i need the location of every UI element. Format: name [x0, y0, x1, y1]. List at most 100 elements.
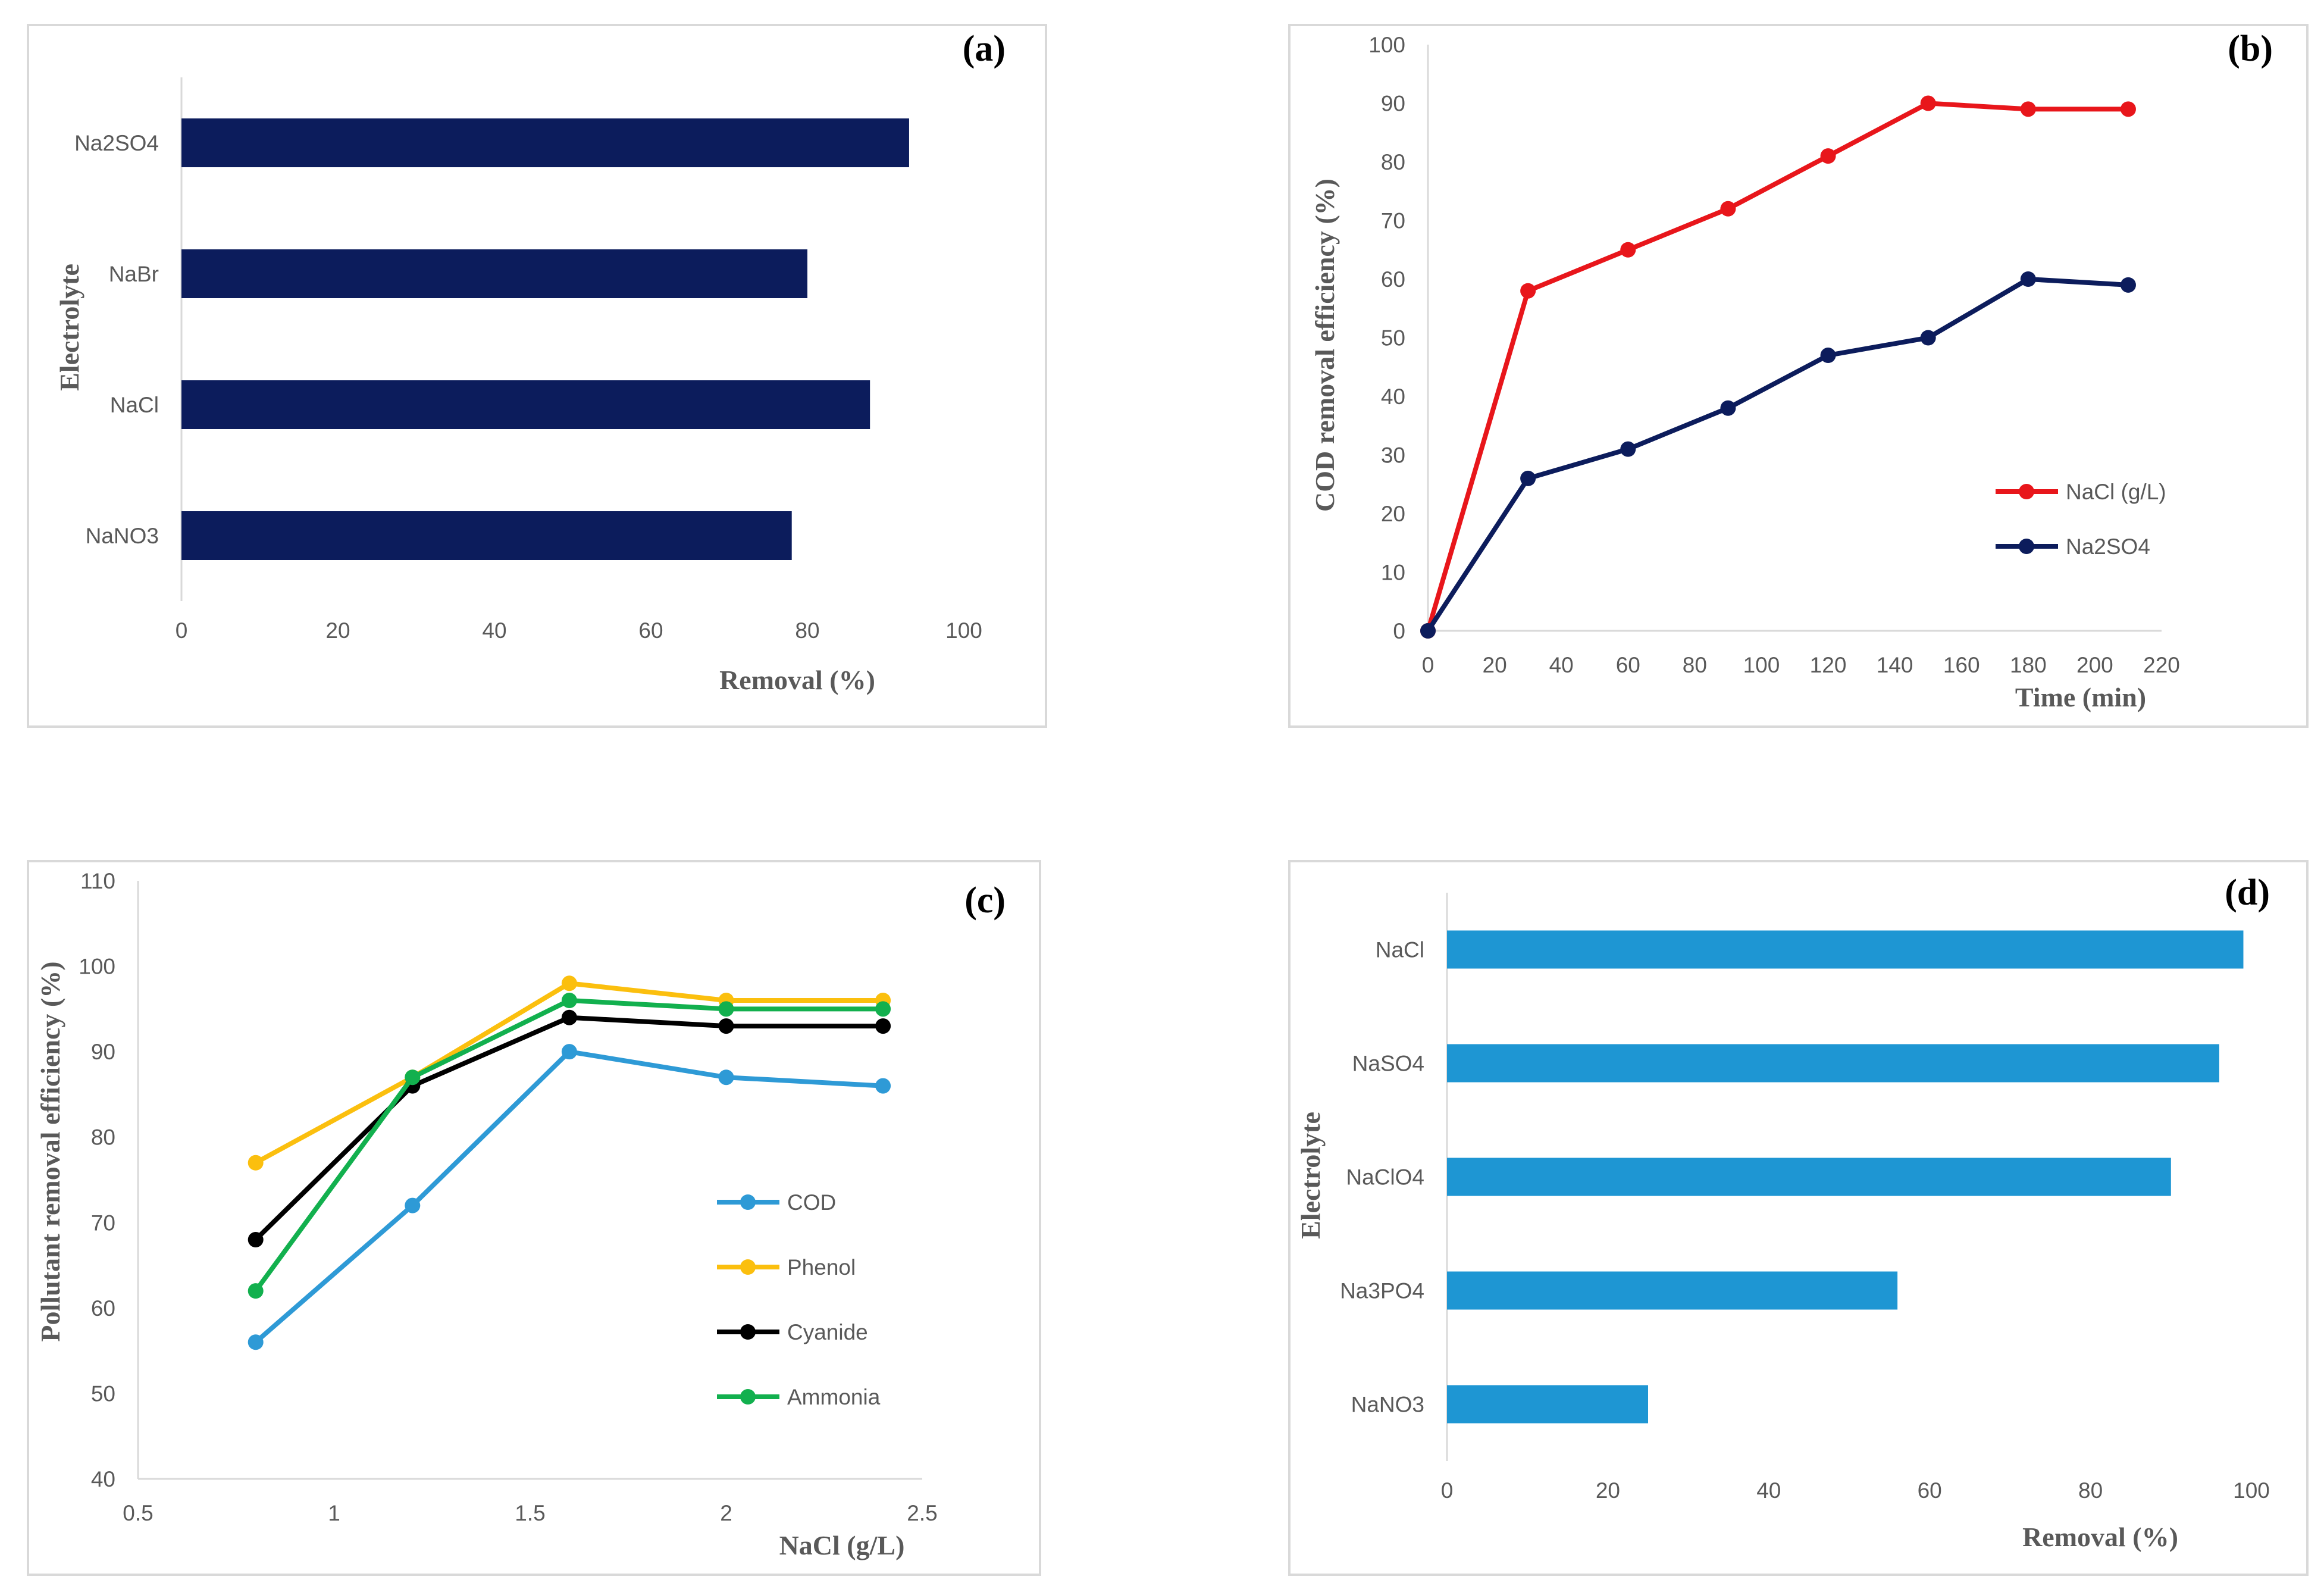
chart-c-legend-label: COD	[787, 1190, 836, 1215]
chart-d-x-tick-label: 80	[2078, 1478, 2103, 1503]
chart-c-data-point	[718, 1018, 734, 1034]
chart-b-x-tick-label: 40	[1549, 653, 1574, 677]
chart-c-data-point	[405, 1069, 421, 1086]
chart-c-y-tick-label: 80	[91, 1125, 115, 1150]
chart-b-data-point	[1420, 623, 1436, 639]
chart-c-data-point	[248, 1232, 264, 1247]
chart-b-data-point	[2020, 101, 2036, 117]
chart-d-x-tick-label: 20	[1596, 1478, 1620, 1503]
chart-d-x-tick-label: 100	[2233, 1478, 2270, 1503]
chart-d-bar	[1447, 1158, 2171, 1196]
chart-d-category-label: NaClO4	[1346, 1165, 1424, 1190]
chart-b-y-tick-label: 0	[1393, 619, 1405, 643]
chart-c-y-tick-label: 60	[91, 1296, 115, 1321]
chart-b-series-line	[1426, 277, 2129, 633]
chart-b-x-tick-label: 160	[1943, 653, 1980, 677]
chart-c-data-point	[718, 1069, 734, 1086]
chart-a-bar	[181, 511, 792, 560]
chart-a-x-tick-label: 80	[795, 618, 819, 643]
chart-a-x-tick-label: 100	[945, 618, 982, 643]
chart-b-y-tick-label: 90	[1381, 92, 1405, 116]
chart-a-x-tick-label: 60	[638, 618, 663, 643]
chart-c-data-point	[875, 1001, 891, 1017]
chart-b-x-tick-label: 80	[1683, 653, 1707, 677]
chart-d-bar	[1447, 1271, 1898, 1310]
chart-b-data-point	[1620, 441, 1636, 457]
chart-a-bar	[181, 380, 870, 429]
chart-b-y-tick-label: 10	[1381, 561, 1405, 585]
chart-c-x-tick-label: 2	[720, 1501, 732, 1525]
chart-c-data-point	[561, 1009, 577, 1025]
chart-c-y-tick-label: 110	[80, 869, 115, 893]
chart-c-data-point	[718, 1001, 734, 1017]
chart-b-y-tick-label: 30	[1381, 443, 1405, 468]
chart-d-x-tick-label: 40	[1756, 1478, 1781, 1503]
chart-c-legend-label: Ammonia	[787, 1385, 881, 1409]
chart-b-data-point	[1920, 330, 1936, 346]
chart-b-y-tick-label: 50	[1381, 326, 1405, 351]
chart-b-x-tick-label: 200	[2076, 653, 2113, 677]
chart-b-y-tick-label: 60	[1381, 267, 1405, 292]
chart-b-data-point	[1520, 283, 1536, 299]
chart-b-legend-marker	[2019, 539, 2034, 554]
chart-c-data-point	[875, 1078, 891, 1094]
chart-c-x-tick-label: 1.5	[515, 1501, 545, 1525]
chart-a-x-tick-label: 40	[482, 618, 506, 643]
chart-c-y-axis-title: Pollutant removal efficiency (%)	[35, 961, 65, 1341]
chart-c-data-point	[561, 993, 577, 1008]
chart-c-legend-label: Cyanide	[787, 1320, 868, 1344]
chart-b-x-axis-title: Time (min)	[2015, 682, 2146, 712]
chart-a-category-label: NaCl	[110, 393, 159, 417]
chart-a-category-label: NaNO3	[86, 524, 159, 548]
chart-a-panel-label: (a)	[963, 29, 1006, 69]
chart-c-panel-label: (c)	[964, 880, 1006, 921]
chart-c-y-tick-label: 70	[91, 1210, 115, 1235]
chart-b-legend-label: NaCl (g/L)	[2066, 480, 2166, 504]
chart-d-category-label: NaNO3	[1351, 1393, 1424, 1417]
panel-c	[27, 860, 1041, 1576]
chart-b-data-point	[1720, 201, 1736, 217]
chart-c-x-axis-title: NaCl (g/L)	[779, 1530, 905, 1560]
chart-d-bar	[1447, 930, 2244, 969]
chart-a-bar	[181, 249, 807, 298]
chart-b-data-point	[1920, 95, 1936, 111]
chart-d-category-label: Na3PO4	[1340, 1279, 1424, 1303]
chart-d-bar	[1447, 1044, 2219, 1083]
chart-d-panel-label: (d)	[2225, 872, 2270, 913]
chart-c-x-tick-label: 0.5	[123, 1501, 153, 1525]
chart-b-y-axis-title: COD removal efficiency (%)	[1310, 179, 1340, 512]
chart-c-legend-marker	[740, 1259, 756, 1275]
chart-c-y-tick-label: 50	[91, 1381, 115, 1406]
chart-a-y-axis-title: Electrolyte	[54, 264, 84, 391]
chart-b-legend-label: Na2SO4	[2066, 534, 2150, 559]
chart-c-legend-marker	[740, 1194, 756, 1210]
chart-c-y-tick-label: 40	[91, 1467, 115, 1491]
chart-b-x-tick-label: 60	[1616, 653, 1640, 677]
chart-c-data-point	[248, 1283, 264, 1299]
chart-d-bar	[1447, 1385, 1648, 1424]
chart-d-x-tick-label: 0	[1441, 1478, 1454, 1503]
chart-b-data-point	[1720, 400, 1736, 416]
chart-b-data-point	[1620, 242, 1636, 258]
chart-c-legend-marker	[740, 1324, 756, 1340]
chart-c-legend-marker	[740, 1389, 756, 1405]
chart-c-x-tick-label: 1	[328, 1501, 340, 1525]
chart-b-panel-label: (b)	[2228, 29, 2273, 69]
chart-c-y-tick-label: 100	[79, 955, 115, 979]
chart-b-y-tick-label: 80	[1381, 150, 1405, 174]
chart-a-category-label: Na2SO4	[74, 131, 159, 155]
chart-a-x-axis-title: Removal (%)	[719, 665, 875, 695]
chart-b-y-tick-label: 70	[1381, 209, 1405, 233]
chart-b-y-tick-label: 20	[1381, 502, 1405, 526]
chart-b-data-point	[1820, 148, 1836, 164]
chart-a-x-tick-label: 20	[325, 618, 350, 643]
chart-a-bar	[181, 118, 909, 167]
panel-d	[1288, 860, 2309, 1576]
chart-b-data-point	[2120, 277, 2136, 293]
chart-c-data-point	[875, 1018, 891, 1034]
chart-a-x-tick-label: 0	[176, 618, 188, 643]
panel-b	[1288, 24, 2309, 728]
